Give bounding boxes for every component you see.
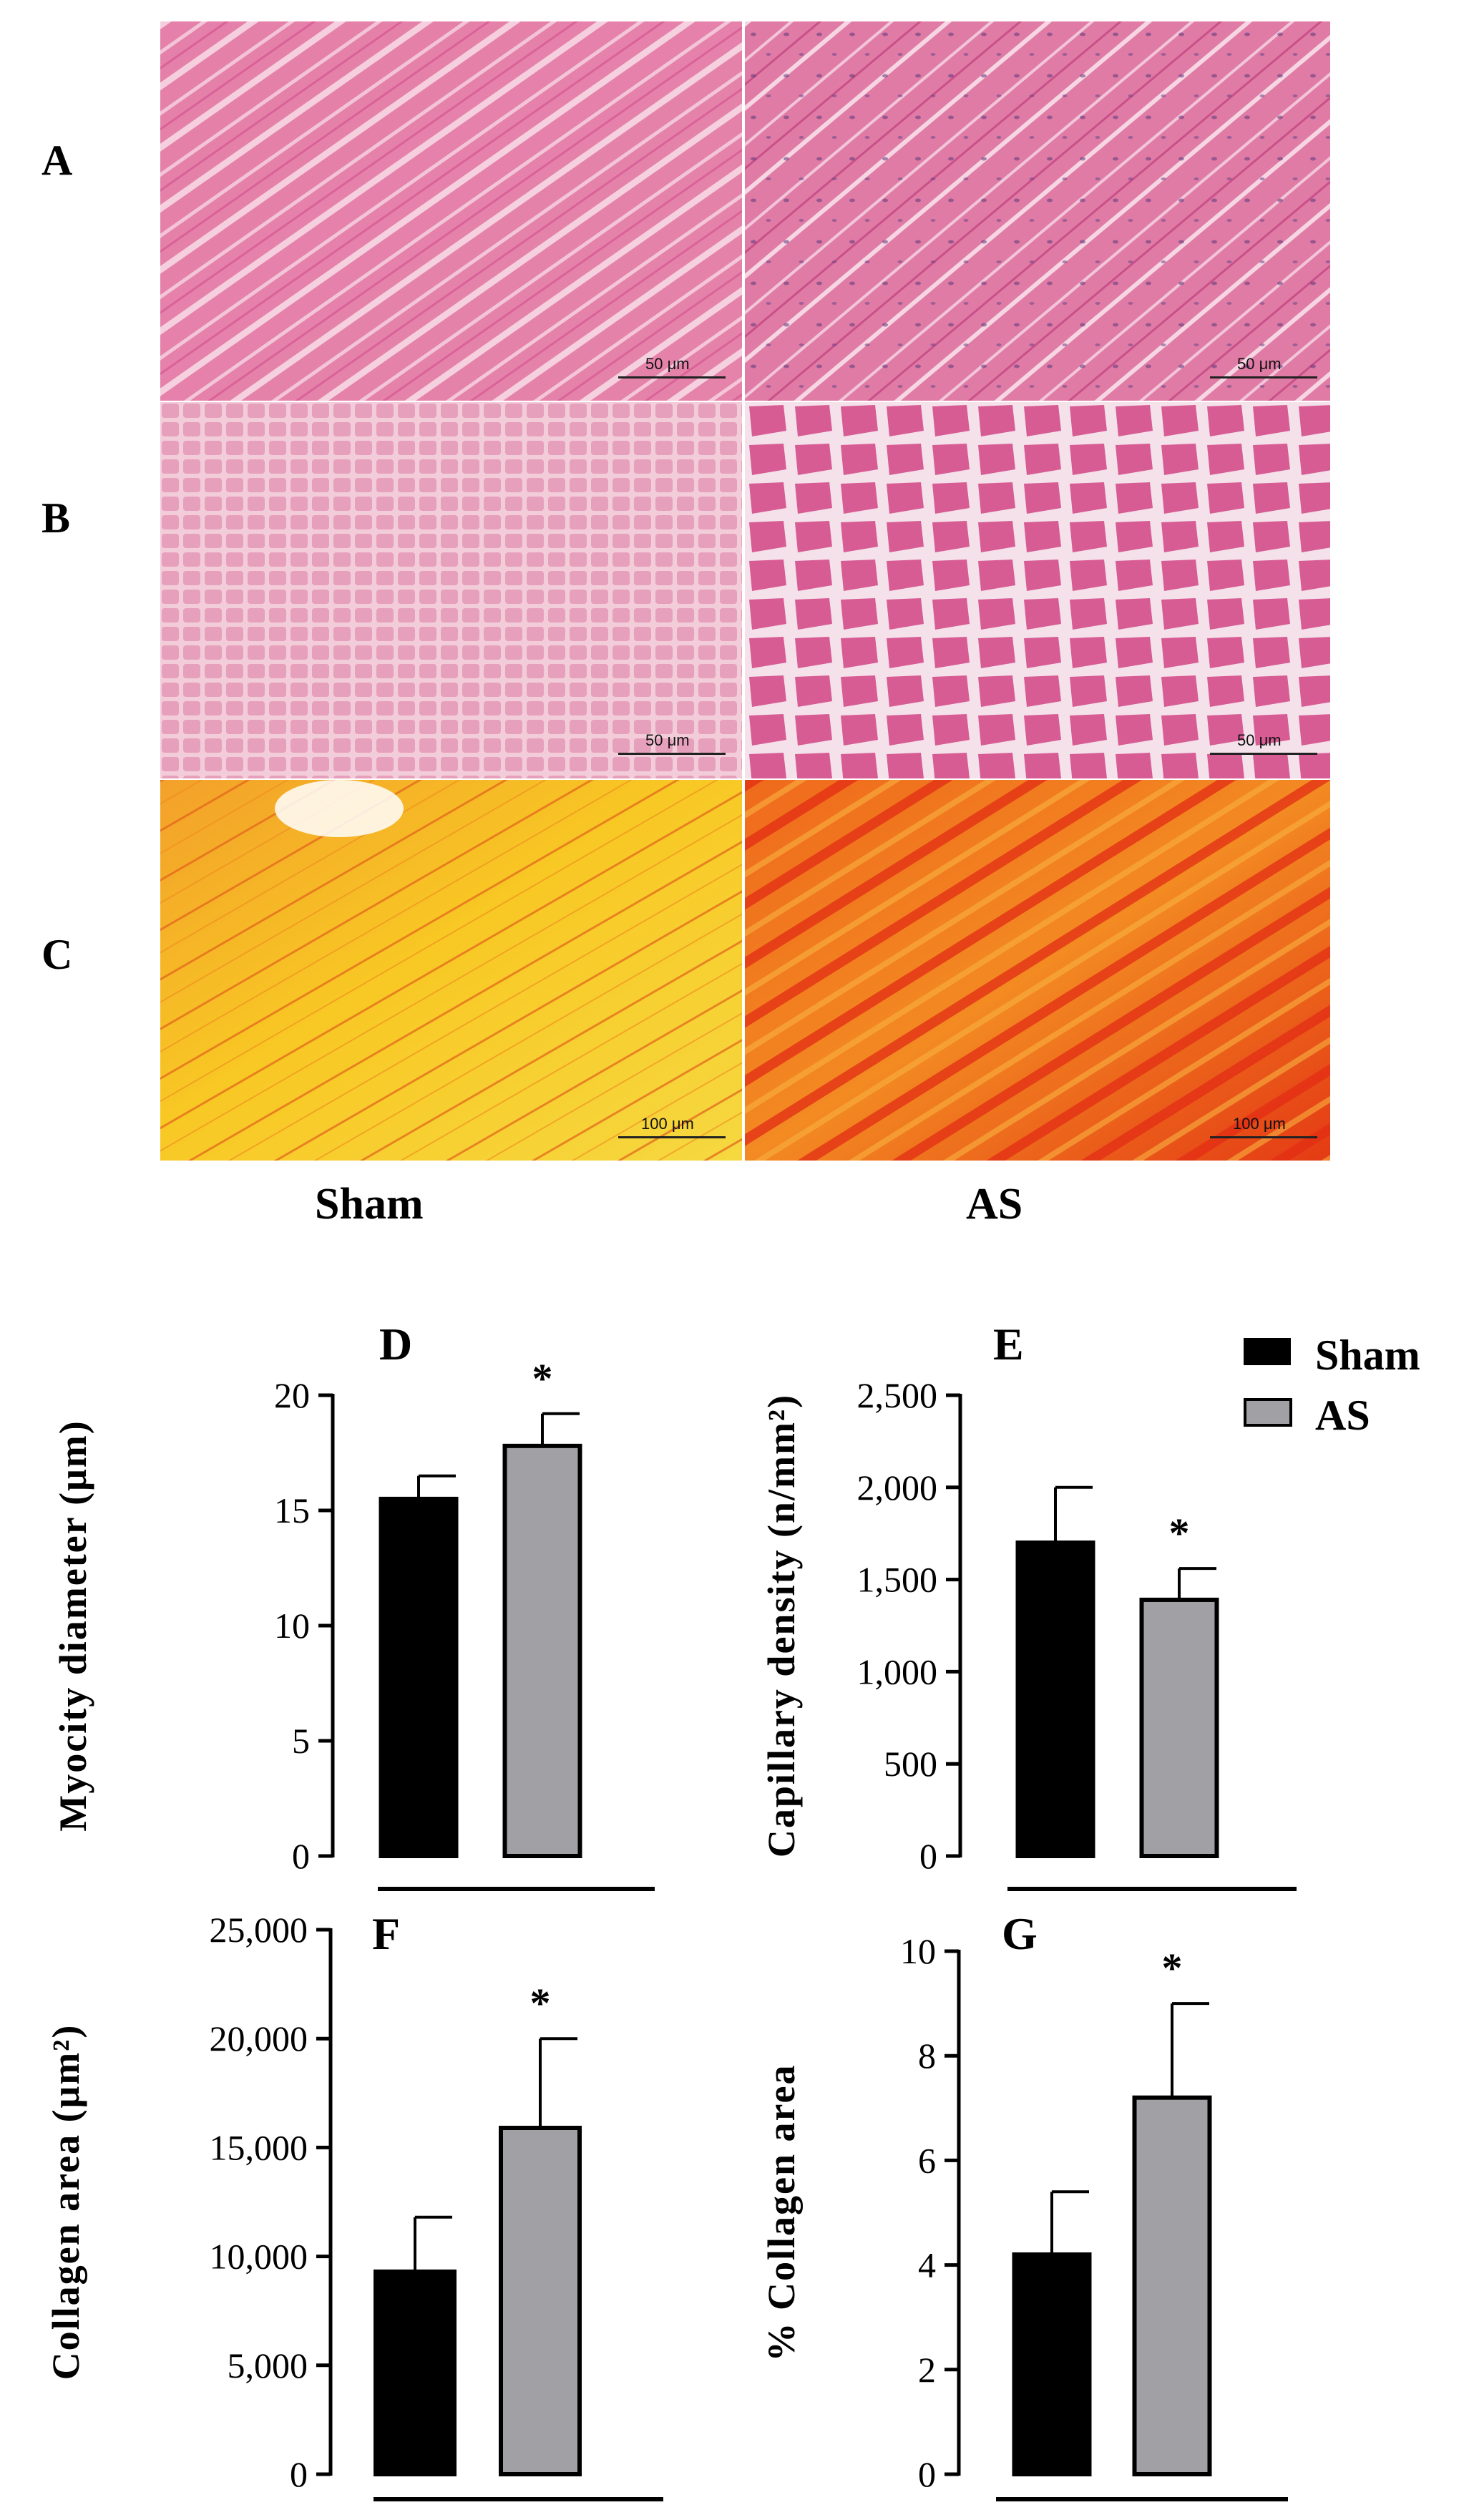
y-tick-label-g: 10 [900,1931,936,1971]
y-tick-label-g: 8 [918,2036,936,2076]
legend-label-as: AS [1315,1392,1370,1439]
scalebar-b-sham [618,753,726,755]
y-tick-label-f: 15,000 [210,2127,308,2167]
y-tick-label-d: 20 [274,1375,310,1415]
bar-d-sham [379,1496,459,1858]
y-tick-label-g: 6 [918,2140,936,2180]
panel-letter-d: D [379,1319,412,1369]
micrograph-c-sham: 100 μm [160,780,742,1161]
scalebar-text-c-as: 100 μm [1233,1115,1286,1133]
scalebar-a-sham [618,376,726,379]
significance-marker-d: * [532,1355,553,1402]
chart-myocyte-diameter: D 0 5 10 15 20 Myocity diameter (μm) * [52,1319,655,1891]
y-tick-label-d: 5 [292,1721,310,1761]
scalebar-text-b-sham: 50 μm [645,731,690,749]
y-tick-label-e: 1,500 [857,1560,938,1600]
y-axis-label-d: Myocity diameter (μm) [52,1420,94,1831]
y-tick-label-e: 2,000 [857,1467,938,1508]
picrosirius-sham [160,780,742,1161]
bar-d-as [502,1443,582,1858]
y-tick-label-g: 2 [918,2350,936,2390]
panel-letter-e: E [993,1319,1024,1369]
row-label-b: B [42,494,71,542]
scalebar-text-a-sham: 50 μm [645,355,690,373]
micrograph-b-sham: 50 μm [160,402,742,778]
y-tick-label-e: 500 [884,1744,937,1784]
y-tick-label-f: 10,000 [210,2237,308,2277]
row-label-a: A [42,137,73,184]
scalebar-c-as [1210,1136,1317,1138]
chart-collagen-area: F 0 5,000 10,000 15,000 20,000 25,000 Collagen … [44,1908,663,2501]
scalebar-c-sham [618,1136,726,1138]
micrograph-a-sham: 50 μm [160,21,742,401]
scalebar-text-a-as: 50 μm [1237,355,1282,373]
significance-marker-f: * [530,1980,551,2026]
legend-swatch-sham [1244,1338,1291,1365]
bar-e-as [1139,1597,1219,1858]
legend: Sham AS [1244,1331,1458,1452]
y-tick-label-f: 20,000 [210,2018,308,2059]
significance-marker-g: * [1162,1945,1183,1991]
y-tick-label-g: 4 [918,2245,936,2285]
y-tick-label-f: 25,000 [210,1910,308,1950]
y-axis-label-e: Capillary density (n/mm²) [760,1394,803,1857]
micrograph-b-as: 50 μm [745,402,1330,778]
bar-g-as [1132,2095,1212,2476]
y-tick-label-g: 0 [918,2454,936,2494]
group-label-as: AS [966,1180,1023,1229]
chart-capillary-density: E 0 500 1,000 1,500 2,000 2,500 Capillary densi… [760,1319,1297,1891]
scalebar-text-b-as: 50 μm [1237,731,1282,749]
micrograph-a-as: 50 μm [745,21,1330,401]
y-tick-label-d: 10 [274,1606,310,1646]
y-tick-label-f: 0 [290,2454,308,2494]
panel-letter-g: G [1002,1908,1038,1959]
bar-f-sham [374,2269,457,2477]
y-axis-label-f: Collagen area (μm²) [44,2024,87,2380]
y-tick-label-f: 5,000 [228,2345,308,2385]
he-longitudinal-as [745,21,1330,401]
legend-swatch-as [1244,1398,1292,1427]
panel-letter-f: F [372,1908,400,1959]
he-transverse-as [745,402,1330,778]
chart-percent-collagen-area: G 0 2 4 6 8 10 % Collagen area * [760,1908,1288,2501]
y-tick-label-d: 0 [292,1836,310,1876]
y-axis-label-g: % Collagen area [760,2064,803,2362]
he-transverse-sham [160,402,742,778]
bar-e-sham [1015,1540,1095,1858]
y-tick-label-d: 15 [274,1490,310,1530]
y-tick-label-e: 1,000 [857,1651,938,1691]
group-label-sham: Sham [315,1180,424,1229]
he-longitudinal-sham [160,21,742,401]
scalebar-a-as [1210,376,1317,379]
picrosirius-as [745,780,1330,1161]
bar-g-sham [1012,2252,1092,2476]
micrograph-c-as: 100 μm [745,780,1330,1161]
row-label-c: C [42,931,73,978]
micrograph-grid: 50 μm 50 μm [160,21,1330,1161]
bar-f-as [499,2126,582,2476]
legend-label-sham: Sham [1315,1332,1420,1379]
y-tick-label-e: 0 [919,1836,937,1876]
scalebar-text-c-sham: 100 μm [641,1115,694,1133]
scalebar-b-as [1210,753,1317,755]
significance-marker-e: * [1169,1510,1190,1556]
y-tick-label-e: 2,500 [857,1375,938,1415]
